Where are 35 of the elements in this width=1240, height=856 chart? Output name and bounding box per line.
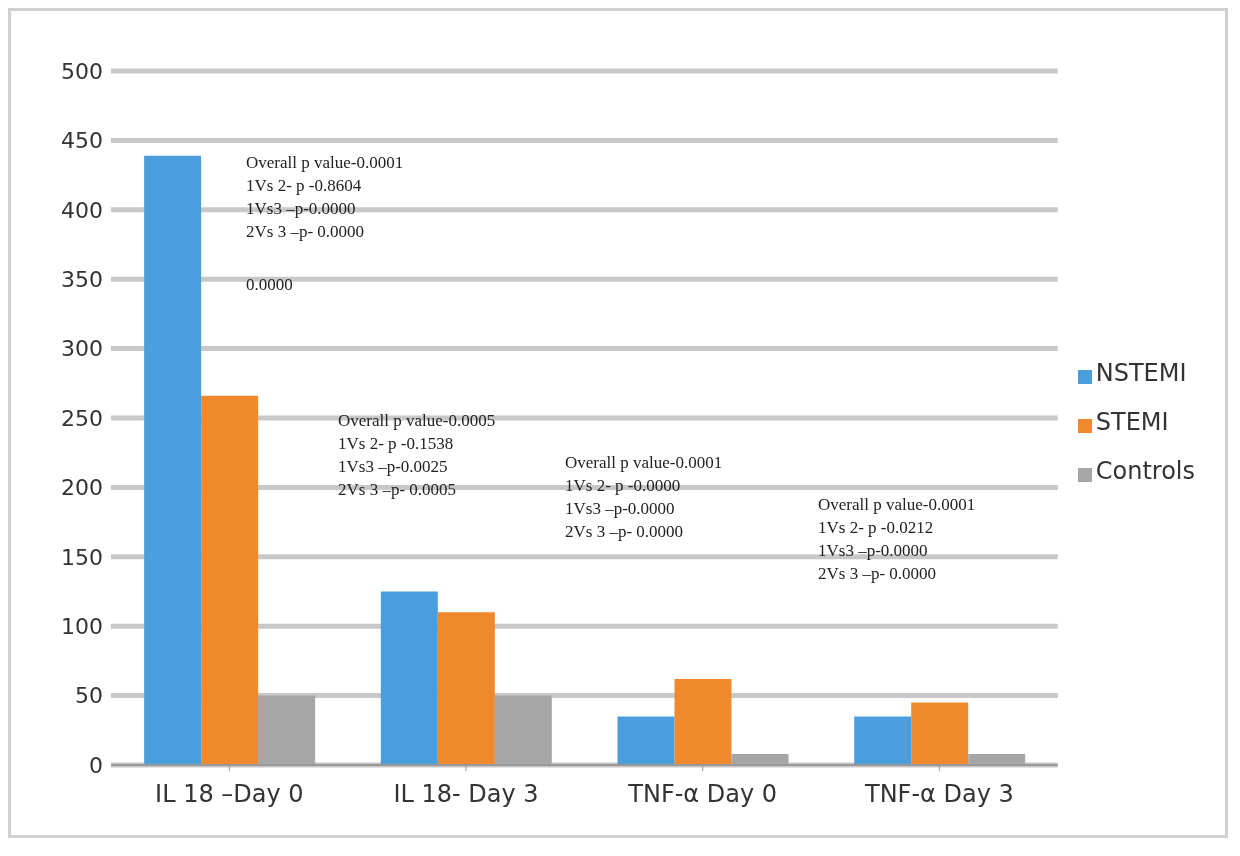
x-tick-label: IL 18- Day 3 <box>393 780 539 809</box>
x-tick-label: IL 18 –Day 0 <box>155 780 304 809</box>
bar <box>494 695 552 765</box>
y-tick-label: 400 <box>61 197 103 223</box>
bar <box>911 702 969 765</box>
bar <box>258 695 316 765</box>
y-tick-label: 0 <box>89 752 103 778</box>
y-tick-label: 150 <box>61 544 103 570</box>
bar <box>437 612 495 765</box>
y-tick-label: 450 <box>61 128 103 154</box>
y-tick-label: 300 <box>61 336 103 362</box>
annotation: Overall p value-0.0001 1Vs 2- p -0.0212 1Vs3 –p-0.0000 2Vs 3 –p- 0.0000 <box>818 494 976 585</box>
bar <box>854 716 912 765</box>
y-tick-label: 100 <box>61 614 103 640</box>
bar <box>674 678 732 765</box>
legend-label: Controls <box>1095 456 1195 485</box>
legend-label: STEMI <box>1095 407 1169 436</box>
y-tick-label: 500 <box>61 58 103 84</box>
bar <box>731 753 789 765</box>
annotation: Overall p value-0.0001 1Vs 2- p -0.8604 1Vs3 –p-0.0000 2Vs 3 –p- 0.0000 <box>246 152 404 243</box>
bar <box>201 395 259 765</box>
legend-label: NSTEMI <box>1095 358 1187 387</box>
bar <box>617 716 675 765</box>
annotation: Overall p value-0.0001 1Vs 2- p -0.0000 1Vs3 –p-0.0000 2Vs 3 –p- 0.0000 <box>565 452 723 543</box>
x-tick-label: TNF-α Day 3 <box>863 780 1014 809</box>
y-tick-label: 350 <box>61 267 103 293</box>
y-tick-label: 250 <box>61 405 103 431</box>
y-tick-label: 200 <box>61 475 103 501</box>
annotation: 0.0000 <box>246 274 293 296</box>
annotation: Overall p value-0.0005 1Vs 2- p -0.1538 1Vs3 –p-0.0025 2Vs 3 –p- 0.0005 <box>338 410 496 501</box>
bar <box>380 591 438 765</box>
x-tick-label: TNF-α Day 0 <box>627 780 778 809</box>
y-tick-label: 50 <box>75 683 103 709</box>
bar <box>968 753 1026 765</box>
bar <box>144 155 202 765</box>
